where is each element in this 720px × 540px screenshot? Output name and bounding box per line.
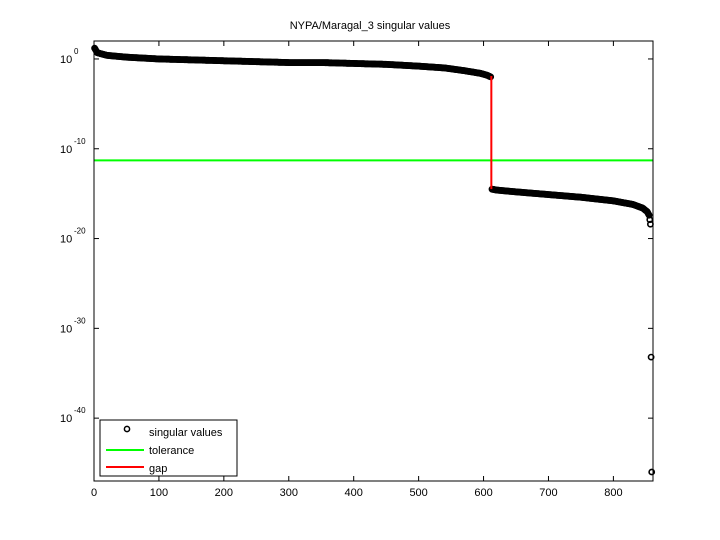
x-tick-label: 100 <box>150 487 168 499</box>
y-tick-exponent: -40 <box>74 406 86 415</box>
x-tick-label: 400 <box>345 487 363 499</box>
x-tick-label: 300 <box>280 487 298 499</box>
y-tick-exponent: -20 <box>74 227 86 236</box>
x-tick-label: 0 <box>91 487 97 499</box>
y-tick-label: 10 <box>60 413 72 425</box>
chart-title: NYPA/Maragal_3 singular values <box>290 20 451 32</box>
legend-label-gap: gap <box>149 463 167 475</box>
legend-label-singular-values: singular values <box>149 427 223 439</box>
y-tick-exponent: 0 <box>74 47 79 56</box>
x-tick-label: 700 <box>539 487 557 499</box>
plot-area <box>91 44 656 476</box>
y-tick-exponent: -30 <box>74 316 86 325</box>
y-tick-label: 10 <box>60 144 72 156</box>
x-tick-label: 500 <box>409 487 427 499</box>
y-tick-label: 10 <box>60 323 72 335</box>
legend-marker-circle-icon <box>123 425 131 433</box>
axes-box <box>93 40 654 482</box>
legend: singular values tolerance gap <box>99 419 238 477</box>
axes: 0 100 200 300 400 500 600 700 80010010-1010-2010… <box>60 40 654 499</box>
y-tick-exponent: -10 <box>74 137 86 146</box>
x-tick-label: 200 <box>215 487 233 499</box>
x-tick-label: 800 <box>604 487 622 499</box>
x-tick-label: 600 <box>474 487 492 499</box>
singular-values-markers <box>91 44 656 476</box>
y-tick-label: 10 <box>60 234 72 246</box>
y-tick-label: 10 <box>60 54 72 66</box>
legend-label-tolerance: tolerance <box>149 445 194 457</box>
